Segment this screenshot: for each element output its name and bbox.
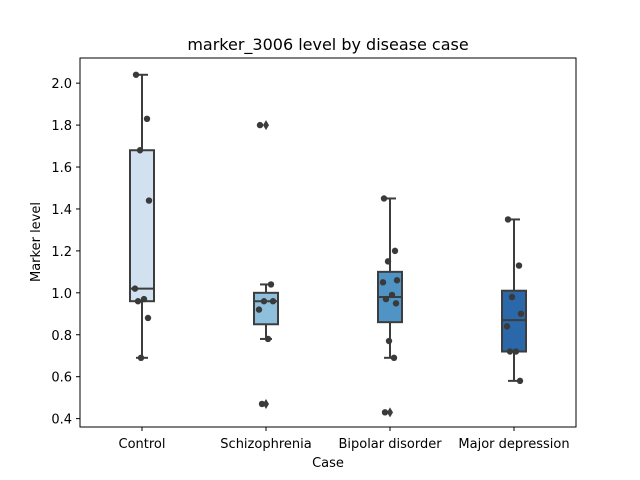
data-point: [512, 348, 520, 355]
y-tick-label: 1.0: [51, 287, 72, 302]
data-point: [503, 323, 511, 330]
data-point: [385, 337, 393, 345]
y-tick-label: 0.4: [51, 413, 72, 428]
data-point: [264, 335, 272, 343]
data-point: [380, 195, 388, 202]
y-tick-label: 2.0: [51, 77, 72, 92]
y-tick-label: 1.6: [51, 161, 72, 176]
data-point: [256, 121, 264, 129]
y-tick-label: 1.8: [51, 119, 72, 134]
data-point: [136, 147, 144, 154]
data-point: [390, 354, 398, 362]
data-point: [134, 298, 142, 305]
data-point: [132, 71, 140, 78]
plot-area: [79, 57, 577, 428]
outlier-marker: [263, 398, 269, 409]
box-iqr: [501, 289, 527, 353]
data-point: [508, 293, 516, 301]
data-point: [515, 262, 523, 269]
box-major-depression: [501, 216, 527, 385]
data-point: [379, 279, 387, 286]
box-bipolar-disorder: [377, 195, 403, 418]
data-point: [258, 400, 266, 408]
data-point: [384, 258, 392, 265]
data-point: [140, 295, 148, 303]
y-tick-label: 1.2: [51, 245, 72, 260]
data-point: [143, 115, 151, 123]
data-point: [381, 409, 389, 416]
x-tick-label: Schizophrenia: [220, 437, 311, 452]
data-point: [144, 314, 152, 322]
chart-title: marker_3006 level by disease case: [187, 35, 468, 55]
data-point: [382, 295, 390, 303]
y-tick-label: 0.6: [51, 371, 72, 386]
data-point: [516, 377, 524, 385]
box-iqr: [129, 149, 155, 303]
data-point: [393, 277, 401, 284]
x-axis: Control Schizophrenia Bipolar disorder Majo…: [119, 427, 570, 452]
data-point: [517, 310, 525, 317]
data-point: [267, 281, 275, 288]
y-tick-label: 0.8: [51, 329, 72, 344]
outlier-marker: [263, 120, 269, 131]
data-point: [391, 247, 399, 255]
y-tick-label: 1.4: [51, 203, 72, 218]
data-point: [131, 285, 139, 292]
data-point: [255, 306, 263, 313]
y-axis: 0.4 0.6 0.8 1.0 1.2 1.4 1.6 1.8 2.0: [51, 77, 80, 428]
y-axis-title: Marker level: [29, 202, 44, 282]
box-group: [129, 71, 527, 418]
data-point: [388, 291, 396, 299]
data-point: [392, 300, 400, 307]
data-point: [137, 354, 145, 362]
data-point: [504, 216, 512, 223]
x-tick-label: Control: [119, 437, 166, 452]
outlier-marker: [387, 407, 393, 418]
box-schizophrenia: [253, 120, 279, 409]
data-point: [506, 348, 514, 355]
box-control: [129, 71, 155, 362]
data-point: [145, 197, 153, 204]
data-point: [260, 298, 268, 305]
x-tick-label: Major depression: [458, 437, 569, 452]
x-axis-title: Case: [312, 456, 344, 471]
x-tick-label: Bipolar disorder: [338, 437, 442, 452]
data-point: [269, 298, 277, 305]
